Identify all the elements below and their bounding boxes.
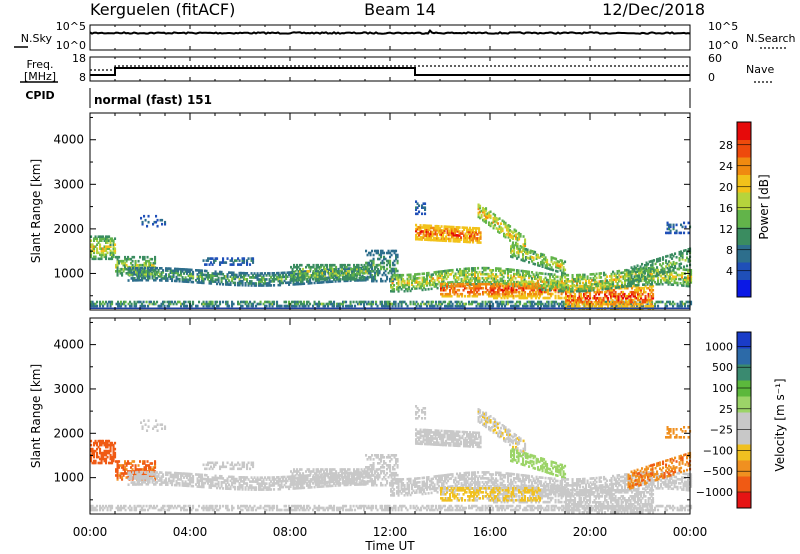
freq-label-2: [MHz] — [24, 70, 56, 83]
xtick-label: 00:00 — [73, 525, 108, 539]
nsky-label: N.Sky — [21, 32, 53, 45]
freq-panel: Freq. [MHz] 18 8 60 0 Nave — [20, 52, 774, 84]
xtick-label: 12:00 — [373, 525, 408, 539]
colorbar-swatch — [737, 460, 751, 477]
velocity-ylabel: Slant Range [km] — [29, 364, 43, 468]
xtick-label: 04:00 — [173, 525, 208, 539]
colorbar-tick: −1000 — [696, 486, 733, 499]
nsky-tick-top-left: 10^5 — [56, 20, 86, 33]
nsky-panel: N.Sky 10^5 10^0 10^5 10^0 N.Search — [14, 20, 796, 52]
ytick-label: 2000 — [53, 426, 84, 440]
colorbar-tick: 24 — [719, 160, 733, 173]
power-heatmap — [90, 200, 693, 310]
colorbar-swatch — [737, 332, 751, 349]
colorbar-swatch — [737, 209, 751, 228]
station-title: Kerguelen (fitACF) — [90, 0, 235, 19]
xtick-label: 16:00 — [473, 525, 508, 539]
date-title: 12/Dec/2018 — [602, 0, 705, 19]
velocity-heatmap — [90, 405, 693, 514]
ytick-label: 4000 — [53, 338, 84, 352]
colorbar-swatch — [737, 476, 751, 493]
ytick-label: 3000 — [53, 177, 84, 191]
ytick-label: 3000 — [53, 382, 84, 396]
colorbar-swatch — [737, 139, 751, 158]
velocity-colorbar-label: Velocity [m s⁻¹] — [773, 378, 787, 471]
cpid-panel: CPID normal (fast) 151 — [25, 88, 691, 108]
nsky-tick-bottom-left: 10^0 — [56, 39, 86, 52]
nsky-tick-top-right: 10^5 — [708, 20, 738, 33]
freq-series — [90, 67, 690, 76]
colorbar-tick: 16 — [719, 202, 733, 215]
power-panel: 1000 2000 3000 4000 Slant Range [km] 4 8 12 16… — [29, 112, 771, 311]
colorbar-swatch — [737, 244, 751, 263]
time-axis-label: Time UT — [364, 539, 415, 553]
colorbar-tick: 28 — [719, 139, 733, 152]
colorbar-swatch — [737, 227, 751, 245]
colorbar-tick: 25 — [719, 403, 733, 416]
xtick-label: 08:00 — [273, 525, 308, 539]
velocity-panel: 1000 2000 3000 4000 00:00 04:00 08:00 12:00 16:… — [29, 317, 787, 553]
power-ylabel: Slant Range [km] — [29, 159, 43, 263]
colorbar-tick: −25 — [710, 424, 733, 437]
colorbar-swatch — [737, 492, 751, 509]
ytick-label: 4000 — [53, 133, 84, 147]
colorbar-tick: 1000 — [705, 340, 733, 353]
colorbar-tick: 100 — [712, 382, 733, 395]
colorbar-tick: −500 — [703, 465, 733, 478]
nave-label: Nave — [746, 63, 774, 76]
colorbar-swatch — [737, 396, 751, 413]
cpid-value: normal (fast) 151 — [94, 93, 212, 107]
colorbar-swatch — [737, 412, 751, 429]
power-colorbar-label: Power [dB] — [757, 174, 771, 239]
colorbar-tick: 20 — [719, 181, 733, 194]
nsky-series — [89, 29, 691, 35]
colorbar-tick: −100 — [703, 444, 733, 457]
ytick-label: 1000 — [53, 266, 84, 280]
colorbar-swatch — [737, 364, 751, 381]
cpid-label: CPID — [25, 89, 54, 102]
colorbar-swatch — [737, 122, 751, 140]
nave-tick-bottom: 0 — [708, 71, 715, 84]
xtick-label: 20:00 — [573, 525, 608, 539]
nave-tick-top: 60 — [708, 52, 722, 65]
xtick-label: 00:00 — [673, 525, 708, 539]
nave-series — [90, 65, 690, 71]
freq-label-1: Freq. — [26, 58, 53, 71]
colorbar-swatch — [737, 279, 751, 298]
colorbar-swatch — [737, 444, 751, 461]
colorbar-tick: 8 — [726, 244, 733, 257]
ytick-label: 1000 — [53, 471, 84, 485]
ytick-label: 2000 — [53, 222, 84, 236]
colorbar-tick: 500 — [712, 361, 733, 374]
colorbar-swatch — [737, 174, 751, 193]
nsearch-label: N.Search — [746, 32, 796, 45]
freq-tick-top: 18 — [72, 52, 86, 65]
colorbar-swatch — [737, 428, 751, 445]
colorbar-swatch — [737, 348, 751, 365]
colorbar-tick: 4 — [726, 265, 733, 278]
freq-tick-bottom: 8 — [79, 71, 86, 84]
nsky-tick-bottom-right: 10^0 — [708, 39, 738, 52]
beam-title: Beam 14 — [364, 0, 436, 19]
colorbar-tick: 12 — [719, 223, 733, 236]
colorbar-swatch — [737, 192, 751, 210]
